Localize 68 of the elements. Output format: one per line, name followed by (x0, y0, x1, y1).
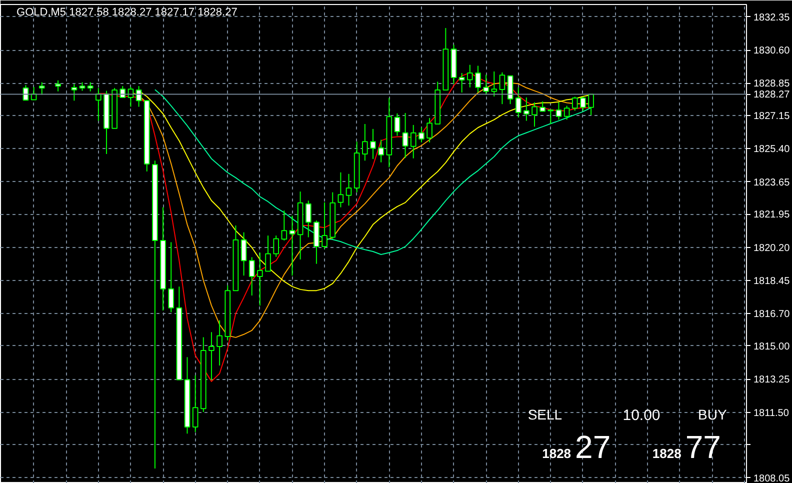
candlestick (507, 75, 514, 105)
candlestick (338, 172, 344, 208)
candlestick (515, 86, 522, 118)
candlestick (532, 102, 538, 128)
y-tick-label: 1821.95 (754, 210, 790, 221)
candlestick (248, 256, 255, 296)
candlestick (410, 124, 416, 159)
candlestick (362, 124, 368, 162)
y-tick-label: 1825.40 (754, 144, 790, 156)
candlestick (208, 332, 214, 381)
candlestick (564, 105, 570, 120)
candlestick (322, 202, 328, 250)
annotation: SELL (528, 406, 562, 422)
candlestick (370, 128, 376, 160)
candlestick (71, 84, 78, 102)
candlestick (572, 96, 578, 112)
text: 10.00 (622, 407, 660, 424)
candlestick (580, 96, 586, 112)
candlestick (483, 74, 489, 96)
candlestick (402, 112, 408, 158)
candlestick (289, 215, 296, 276)
text: BUY (698, 406, 728, 422)
candlestick (346, 173, 352, 206)
candlestick (378, 139, 384, 163)
candlestick (38, 82, 45, 96)
candlestick (394, 112, 400, 136)
y-tick-label: 1818.45 (754, 276, 790, 288)
candlestick (281, 210, 288, 241)
y-tick-label: 1830.60 (754, 46, 790, 57)
candlestick (168, 242, 174, 313)
candlestick (475, 65, 481, 94)
candlestick (499, 72, 506, 105)
candlestick (588, 94, 594, 116)
candlestick (540, 100, 546, 112)
candlestick (426, 117, 432, 143)
y-tick-label: 1828.85 (754, 78, 790, 90)
candlestick (192, 374, 198, 433)
candlestick (216, 320, 222, 366)
candlestick (548, 109, 554, 125)
y-tick-label: 1832.35 (754, 12, 790, 24)
candlestick (257, 252, 263, 306)
y-tick-label: 1813.25 (754, 374, 790, 386)
candlestick (556, 102, 562, 120)
candlestick (458, 72, 465, 94)
candlestick (87, 82, 94, 92)
candlestick (265, 235, 271, 272)
ref-line-label: 1828.27 (754, 90, 790, 101)
y-tick-label: 1816.70 (754, 309, 790, 320)
candlestick (305, 200, 312, 238)
y-tick-label: 1815.00 (754, 341, 790, 352)
text: 77 (685, 429, 721, 465)
candlestick (418, 126, 424, 143)
y-tick-label: 1811.50 (754, 408, 790, 419)
candlestick (55, 80, 61, 92)
annotation: 1828 (542, 446, 572, 461)
candlestick (273, 235, 280, 258)
text: 1828 (652, 446, 682, 461)
y-tick-label: 1827.15 (754, 110, 790, 122)
candlestick (120, 86, 126, 98)
candlestick (466, 64, 473, 88)
candlestick (491, 70, 498, 98)
chart-title: GOLD,M5 1827.58 1828.27 1827.17 1828.27 (16, 6, 238, 18)
y-tick-label: 1823.65 (754, 177, 790, 188)
annotation: 27 (575, 429, 611, 465)
y-tick-label: 1820.20 (754, 242, 790, 254)
y-tick-label: 1808.05 (754, 473, 790, 483)
candlestick (240, 232, 247, 276)
candlestick (524, 96, 530, 122)
